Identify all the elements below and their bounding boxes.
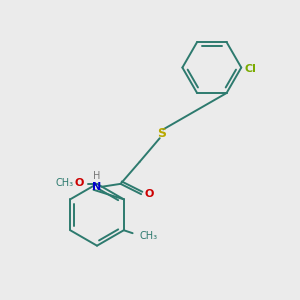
Text: O: O bbox=[144, 189, 154, 199]
Text: Cl: Cl bbox=[245, 64, 257, 74]
Text: N: N bbox=[92, 182, 102, 192]
Text: CH₃: CH₃ bbox=[140, 230, 158, 241]
Text: O: O bbox=[75, 178, 84, 188]
Text: S: S bbox=[157, 127, 166, 140]
Text: H: H bbox=[93, 171, 101, 181]
Text: CH₃: CH₃ bbox=[55, 178, 74, 188]
